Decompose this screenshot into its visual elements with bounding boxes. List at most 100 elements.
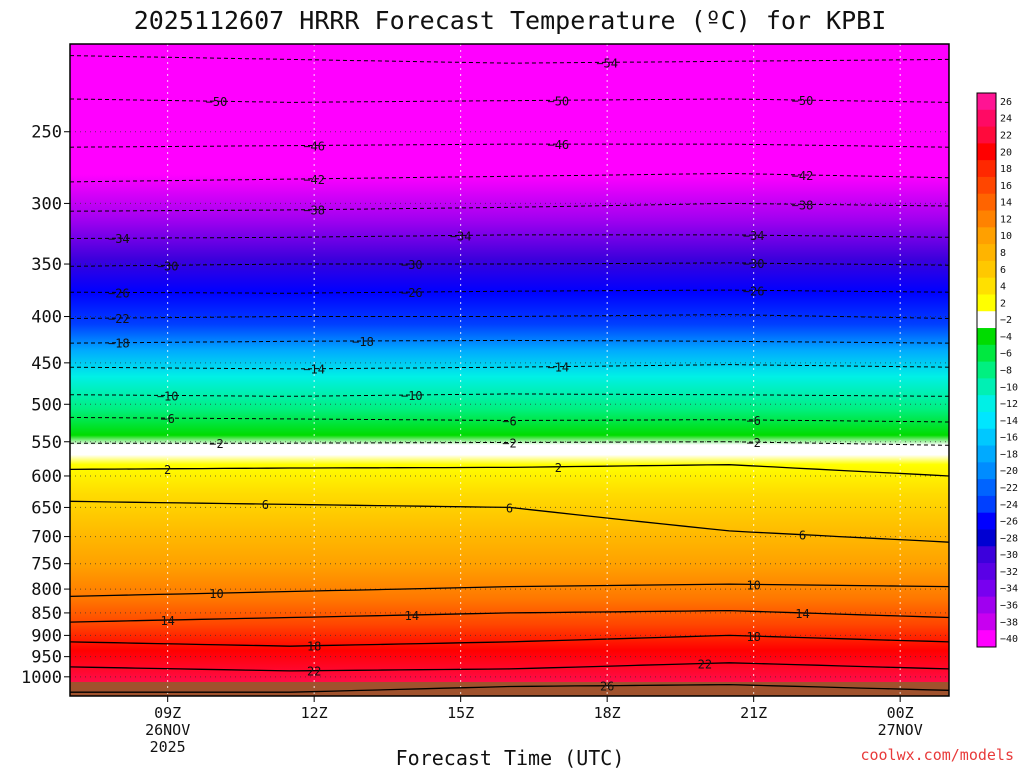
- y-tick-label: 750: [31, 555, 62, 575]
- y-tick-label: 850: [31, 604, 62, 624]
- isotherm-label: −26: [743, 284, 765, 298]
- isotherm-label: −38: [792, 198, 814, 212]
- isotherm-label: −50: [547, 94, 569, 108]
- colorbar-label: −34: [1000, 584, 1018, 595]
- isotherm-line: [70, 683, 949, 693]
- y-tick-label: 550: [31, 433, 62, 453]
- colorbar-label: 4: [1000, 282, 1006, 293]
- colorbar-swatch: [977, 596, 996, 614]
- colorbar-label: −24: [1000, 500, 1018, 511]
- y-tick-label: 800: [31, 580, 62, 600]
- colorbar-swatch: [977, 93, 996, 111]
- isotherm-label: 18: [307, 640, 321, 654]
- y-tick-label: 300: [31, 194, 62, 214]
- isotherm-label: −26: [108, 286, 130, 300]
- colorbar-swatch: [977, 563, 996, 581]
- isotherm-label: −18: [352, 335, 374, 349]
- colorbar-label: −4: [1000, 332, 1012, 343]
- colorbar-label: −16: [1000, 433, 1018, 444]
- isotherm-label: −18: [108, 337, 130, 351]
- colorbar-swatch: [977, 378, 996, 396]
- colorbar-label: 6: [1000, 265, 1006, 276]
- pressure-axis: 2503003504004505005506006507007508008509…: [21, 123, 70, 688]
- colorbar-label: −20: [1000, 466, 1018, 477]
- colorbar-swatch: [977, 143, 996, 161]
- colorbar-label: −14: [1000, 416, 1018, 427]
- colorbar-swatch: [977, 479, 996, 497]
- isotherm-line: [70, 609, 949, 623]
- x-axis-label: Forecast Time (UTC): [396, 746, 625, 768]
- colorbar-swatch: [977, 294, 996, 312]
- isotherm-label: 14: [405, 609, 419, 623]
- y-tick-label: 1000: [21, 668, 62, 688]
- isotherm-label: 2: [555, 461, 562, 475]
- isotherm-label: −30: [401, 258, 423, 272]
- isotherm-label: −2: [746, 436, 760, 450]
- colorbar-label: −12: [1000, 399, 1018, 410]
- colorbar-label: 10: [1000, 231, 1012, 242]
- colorbar-swatch: [977, 344, 996, 363]
- x-tick-label: 2025: [150, 738, 186, 756]
- colorbar-label: −40: [1000, 634, 1018, 645]
- colorbar-swatch: [977, 160, 996, 178]
- colorbar-swatch: [977, 277, 996, 295]
- y-tick-label: 450: [31, 354, 62, 374]
- colorbar: 26 24 22 20 18 16 14 12 10 8 6 4 2 −2 −4 −6 −8 −10 −12 −14 −…: [976, 92, 1018, 648]
- isotherm-label: 22: [698, 657, 712, 671]
- colorbar-label: 26: [1000, 97, 1012, 108]
- colorbar-swatch: [977, 546, 996, 564]
- colorbar-label: −32: [1000, 567, 1018, 578]
- colorbar-swatch: [977, 613, 996, 631]
- isotherm-label: −2: [502, 436, 516, 450]
- isotherm-label: 6: [506, 501, 513, 515]
- colorbar-swatch: [977, 193, 996, 212]
- colorbar-label: 20: [1000, 147, 1012, 158]
- colorbar-swatch: [977, 395, 996, 413]
- colorbar-swatch: [977, 109, 996, 128]
- colorbar-frame: [976, 92, 997, 648]
- y-tick-label: 400: [31, 308, 62, 328]
- colorbar-swatch: [977, 176, 996, 195]
- grid-lines: [70, 44, 949, 696]
- colorbar-label: −26: [1000, 517, 1018, 528]
- colorbar-swatch: [977, 445, 996, 463]
- isotherm-label: −54: [596, 56, 618, 70]
- colorbar-label: −8: [1000, 366, 1012, 377]
- colorbar-swatch: [977, 579, 996, 598]
- isotherm-label: −6: [502, 414, 516, 428]
- colorbar-label: −10: [1000, 382, 1018, 393]
- colorbar-swatch: [977, 630, 996, 648]
- y-tick-label: 500: [31, 395, 62, 415]
- colorbar-label: 18: [1000, 164, 1012, 175]
- y-tick-label: 700: [31, 528, 62, 548]
- isotherm-label: 6: [262, 498, 269, 512]
- isotherm-label: 26: [600, 680, 614, 694]
- isotherm-label: 22: [307, 665, 321, 679]
- isotherm-line: [70, 583, 949, 598]
- isotherm-label: 6: [799, 529, 806, 543]
- isotherm-label: −50: [792, 94, 814, 108]
- colorbar-swatch: [977, 462, 996, 480]
- isotherm-label: 10: [209, 587, 223, 601]
- isotherm-line: [70, 662, 949, 672]
- isotherm-label: −34: [743, 229, 765, 243]
- colorbar-swatch: [977, 495, 996, 514]
- isotherm-label: 10: [746, 578, 760, 592]
- isotherm-label: −34: [108, 232, 130, 246]
- colorbar-label: 12: [1000, 214, 1012, 225]
- colorbar-label: 8: [1000, 248, 1006, 259]
- isotherm-lines: [70, 55, 949, 693]
- credit-text[interactable]: coolwx.com/models: [860, 746, 1014, 764]
- isotherm-label: −46: [547, 138, 569, 152]
- colorbar-label: −22: [1000, 483, 1018, 494]
- colorbar-swatch: [977, 411, 996, 430]
- y-tick-label: 650: [31, 498, 62, 518]
- colorbar-label: −6: [1000, 349, 1012, 360]
- isotherm-line: [70, 464, 949, 477]
- colorbar-label: 22: [1000, 130, 1012, 141]
- isotherm-label: −34: [450, 229, 472, 243]
- y-tick-label: 900: [31, 626, 62, 646]
- x-tick-label: 12Z: [301, 704, 328, 722]
